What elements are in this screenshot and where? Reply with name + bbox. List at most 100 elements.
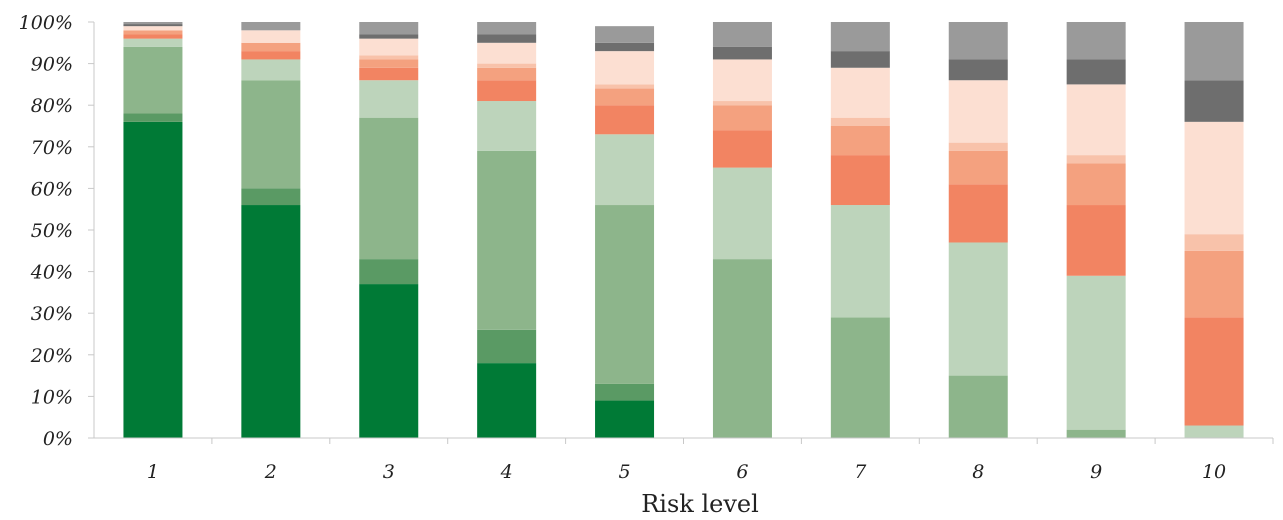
- bar-segment-1-s3: [123, 46, 183, 114]
- bar-segment-4-s1: [477, 363, 537, 438]
- bar-segment-9-s6: [1066, 163, 1126, 206]
- y-tick-label: 100%: [19, 12, 73, 34]
- bar-segment-6-s7: [712, 101, 772, 106]
- bar-segment-4-s9: [477, 34, 537, 43]
- bar-segment-10-s10: [1184, 22, 1244, 81]
- bar-segment-7-s3: [830, 317, 890, 438]
- y-tick-label: 70%: [31, 137, 73, 159]
- bar-segment-10-s6: [1184, 250, 1244, 318]
- y-tick-label: 10%: [31, 386, 73, 408]
- bar-segment-2-s2: [241, 188, 301, 206]
- bar-segment-5-s5: [595, 105, 655, 135]
- bar-segment-1-s6: [123, 30, 183, 35]
- y-tick-label: 20%: [30, 345, 73, 367]
- bar-stack-7: [830, 22, 890, 438]
- bar-segment-5-s6: [595, 88, 655, 106]
- bar-segment-4-s5: [477, 80, 537, 102]
- bar-segment-7-s7: [830, 117, 890, 126]
- bar-segment-4-s8: [477, 42, 537, 64]
- bar-segment-6-s3: [712, 259, 772, 438]
- bar-segment-3-s1: [359, 284, 419, 438]
- bar-segment-9-s4: [1066, 275, 1126, 430]
- y-tick-label: 30%: [31, 303, 73, 325]
- bar-segment-8-s9: [948, 59, 1008, 81]
- x-tick-label: 10: [1202, 461, 1226, 483]
- bar-segment-4-s2: [477, 329, 537, 364]
- x-tick-label: 9: [1090, 461, 1102, 483]
- y-tick-label: 60%: [31, 178, 73, 200]
- bar-segment-9-s3: [1066, 429, 1126, 438]
- bar-segment-6-s6: [712, 105, 772, 131]
- bar-segment-6-s9: [712, 46, 772, 60]
- bar-segment-5-s9: [595, 42, 655, 52]
- bar-segment-1-s4: [123, 38, 183, 47]
- bar-segment-9-s10: [1066, 22, 1126, 60]
- bar-stack-5: [595, 26, 655, 438]
- bar-segment-4-s4: [477, 101, 537, 151]
- bar-segment-3-s6: [359, 59, 419, 68]
- bar-segment-9-s5: [1066, 205, 1126, 276]
- bar-segment-7-s9: [830, 51, 890, 68]
- bar-segment-2-s10: [241, 22, 301, 31]
- bar-segment-1-s9: [123, 24, 183, 27]
- x-tick-label: 8: [972, 461, 984, 483]
- bar-stack-10: [1184, 22, 1244, 438]
- bar-segment-1-s8: [123, 26, 183, 31]
- y-tick-label: 80%: [31, 95, 73, 117]
- bar-segment-3-s9: [359, 34, 419, 39]
- bar-segment-10-s9: [1184, 80, 1244, 122]
- bar-segment-3-s5: [359, 67, 419, 81]
- bars-layer: [123, 22, 1244, 438]
- bar-stack-6: [712, 22, 772, 438]
- bar-segment-5-s3: [595, 205, 655, 384]
- bar-segment-4-s10: [477, 22, 537, 35]
- x-tick-label: 3: [383, 461, 395, 483]
- bar-segment-5-s8: [595, 51, 655, 85]
- bar-segment-4-s6: [477, 67, 537, 81]
- bar-segment-7-s10: [830, 22, 890, 52]
- bar-segment-5-s2: [595, 383, 655, 401]
- bar-segment-8-s7: [948, 142, 1008, 151]
- bar-segment-8-s4: [948, 242, 1008, 376]
- bar-segment-6-s4: [712, 167, 772, 260]
- x-tick-label: 5: [619, 461, 631, 483]
- bar-segment-1-s5: [123, 34, 183, 39]
- y-tick-label: 90%: [31, 54, 73, 76]
- bar-segment-6-s5: [712, 130, 772, 168]
- x-tick-label: 2: [264, 461, 277, 483]
- bar-segment-5-s1: [595, 400, 655, 438]
- bar-segment-2-s1: [241, 205, 301, 438]
- bar-segment-6-s8: [712, 59, 772, 102]
- x-tick-label: 7: [854, 461, 867, 483]
- bar-segment-4-s3: [477, 150, 537, 330]
- bar-segment-2-s8: [241, 30, 301, 43]
- bar-segment-7-s4: [830, 205, 890, 318]
- bar-segment-10-s5: [1184, 317, 1244, 426]
- bar-segment-2-s4: [241, 59, 301, 81]
- bar-segment-5-s7: [595, 84, 655, 89]
- bar-segment-3-s2: [359, 259, 419, 285]
- bar-segment-1-s2: [123, 113, 183, 122]
- y-tick-label: 50%: [31, 220, 73, 242]
- bar-stack-8: [948, 22, 1008, 438]
- bar-stack-1: [123, 22, 183, 438]
- bar-segment-9-s7: [1066, 155, 1126, 164]
- bar-segment-10-s7: [1184, 234, 1244, 251]
- bar-segment-8-s6: [948, 150, 1008, 185]
- bar-segment-3-s4: [359, 80, 419, 118]
- bar-segment-1-s1: [123, 121, 183, 438]
- bar-segment-7-s8: [830, 67, 890, 118]
- bar-segment-2-s3: [241, 80, 301, 189]
- bar-segment-10-s4: [1184, 425, 1244, 438]
- bar-segment-8-s10: [948, 22, 1008, 60]
- bar-segment-6-s10: [712, 22, 772, 47]
- x-tick-label: 6: [736, 461, 748, 483]
- bar-segment-2-s5: [241, 51, 301, 60]
- x-tick-label: 4: [500, 461, 513, 483]
- x-tick-label: 1: [147, 461, 159, 483]
- bar-segment-10-s8: [1184, 121, 1244, 235]
- bar-segment-7-s6: [830, 126, 890, 156]
- bar-segment-9-s8: [1066, 84, 1126, 156]
